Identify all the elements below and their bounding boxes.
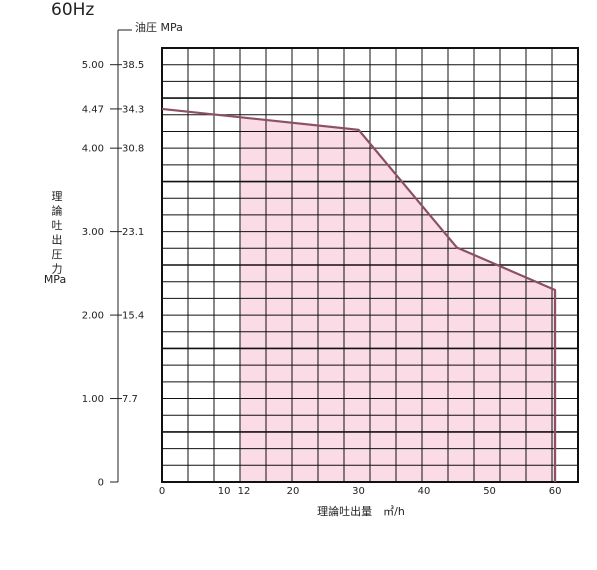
- oil-tick-label: 38.5: [122, 60, 144, 71]
- plot-border: [161, 47, 579, 483]
- oil-tick-label: 34.3: [122, 104, 144, 115]
- y-axis-title-char: 出: [52, 233, 63, 247]
- x-tick-label: 40: [418, 486, 431, 497]
- x-tick-label: 20: [287, 486, 300, 497]
- series-line: [161, 107, 557, 482]
- shaded-region: [240, 117, 556, 483]
- oil-tick-label: 23.1: [122, 227, 144, 238]
- x-tick-label: 0: [159, 486, 165, 497]
- labels: 0 1.00 7.7 2.00 15.4 3.00 23.1 4.00 30.8 4.47 34.3…: [44, 20, 562, 518]
- y-axis-title-char: 力: [52, 263, 63, 276]
- y-axis-title-char: 吐: [52, 219, 63, 232]
- y-tick-label: 2.00: [82, 311, 104, 322]
- x-tick-label: 30: [352, 486, 365, 497]
- y-axis-title-char: 理: [52, 190, 63, 203]
- x-axis-title: 理論吐出量 ㎥/h: [317, 504, 405, 518]
- y-axis-title-char: 論: [52, 204, 63, 218]
- y-tick-label: 4.00: [82, 144, 104, 155]
- x-tick-label: 12: [238, 486, 251, 497]
- y-axis-title-char: 圧: [52, 248, 63, 261]
- oil-tick-label: 15.4: [122, 311, 144, 322]
- x-tick-label: 50: [483, 486, 496, 497]
- y-axis-unit: MPa: [44, 273, 66, 286]
- y-tick-label: 1.00: [82, 394, 104, 405]
- y-tick-label: 3.00: [82, 227, 104, 238]
- oil-tick-label: 30.8: [122, 144, 144, 155]
- frequency-label: 60Hz: [51, 0, 95, 20]
- x-tick-label: 60: [549, 486, 562, 497]
- operating-region: [240, 117, 556, 483]
- oil-axis-title: 油圧 MPa: [135, 20, 183, 34]
- oil-tick-label: 7.7: [122, 394, 138, 405]
- x-tick-label: 10: [218, 486, 231, 497]
- y-tick-label: 4.47: [82, 104, 104, 115]
- y-tick-label: 5.00: [82, 60, 104, 71]
- axes: [110, 29, 132, 483]
- grid: [161, 47, 579, 483]
- series-layer: [161, 107, 557, 482]
- y-tick-label: 0: [98, 478, 104, 489]
